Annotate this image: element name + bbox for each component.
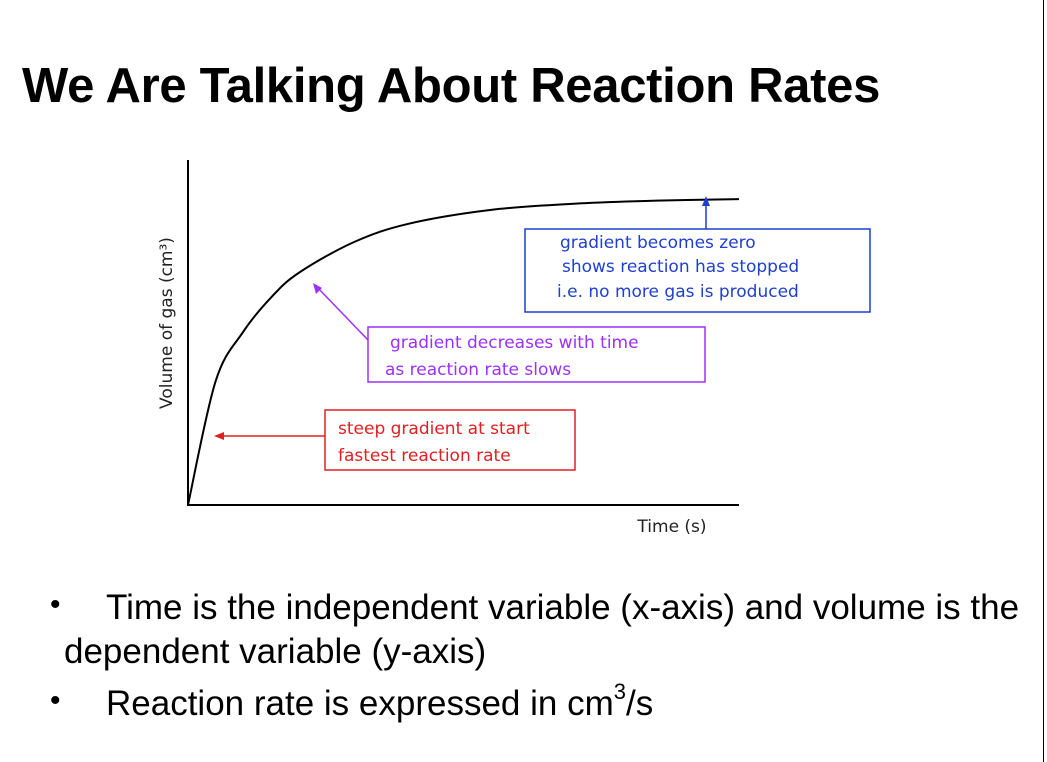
annotation-steep-box <box>324 409 576 471</box>
bullet-text-main: Reaction rate is expressed in cm <box>106 683 614 723</box>
bullet-text: Reaction rate is expressed in cm3/s <box>64 678 654 726</box>
y-axis-label: Volume of gas (cm³) <box>157 237 177 409</box>
annotation-steep-line-1: steep gradient at start <box>338 419 530 439</box>
volume-series-line <box>187 198 740 506</box>
annotation-zero-line-1: gradient becomes zero <box>560 233 756 253</box>
reaction-rate-chart: Volume of gas (cm³) Time (s) steep gradi… <box>157 160 871 537</box>
bullet-dot-icon: • <box>50 683 61 717</box>
annotation-zero-box <box>524 228 871 313</box>
bullet-text-unit: /s <box>625 683 654 723</box>
bullet-superscript: 3 <box>613 678 626 704</box>
annotation-decreases-line-1: gradient decreases with time <box>390 333 639 353</box>
x-axis-label: Time (s) <box>636 517 706 537</box>
annotation-steep-arrowhead <box>214 432 224 440</box>
annotation-decreases-box <box>367 326 706 383</box>
annotation-steep-line-2: fastest reaction rate <box>338 446 511 466</box>
bullet-text: Time is the independent variable (x-axis… <box>64 588 1020 671</box>
bullet-item: • Reaction rate is expressed in cm3/s <box>40 678 1020 726</box>
annotation-zero-line-3: i.e. no more gas is produced <box>557 282 799 302</box>
slide-title: We Are Talking About Reaction Rates <box>22 59 881 113</box>
annotation-zero-arrowhead <box>702 196 710 206</box>
bullet-dot-icon: • <box>50 588 61 621</box>
annotation-decreases-line-2: as reaction rate slows <box>385 360 571 380</box>
annotation-decreases-arrow <box>315 285 369 341</box>
slide-right-border <box>1043 0 1044 762</box>
bullet-item: • Time is the independent variable (x-ax… <box>40 586 1020 674</box>
bullet-list: • Time is the independent variable (x-ax… <box>40 586 1020 725</box>
annotation-decreases-arrowhead <box>313 283 322 294</box>
annotation-zero-line-2: shows reaction has stopped <box>562 257 799 277</box>
